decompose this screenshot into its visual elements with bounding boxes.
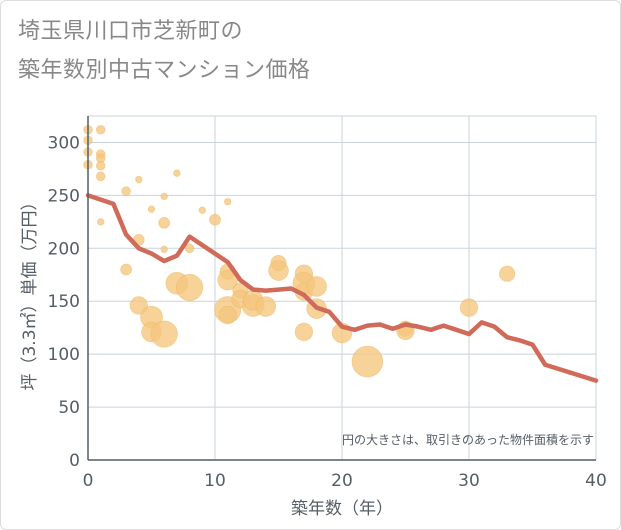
bubble-point [209,213,221,226]
y-tick-label: 250 [48,186,80,206]
tick-labels: 0 50 100 150 200 250 300 0 10 20 30 40 [48,133,607,491]
x-axis-label: 築年数（年） [291,499,393,519]
bubble-point [255,296,277,317]
bubble-point [294,322,314,342]
bubble-point [351,345,384,378]
bubble-point [459,298,479,317]
chart-title-line1: 埼玉県川口市芝新町の [18,19,244,44]
x-tick-label: 10 [204,471,226,491]
bubble-point [160,245,168,254]
bubble-point [150,320,178,348]
bubble-point [173,169,181,177]
bubble-point [160,192,168,201]
bubble-point [121,186,131,196]
bubble-point [147,205,156,213]
grid-lines [88,115,597,460]
x-tick-label: 40 [585,471,607,491]
y-axis-label: 坪（3.3㎡）単価（万円） [20,193,40,390]
trend-line [85,193,599,383]
bubble-point [217,269,239,291]
x-tick-label: 0 [83,471,94,491]
y-tick-label: 0 [69,451,80,471]
y-tick-label: 150 [48,292,80,312]
axes [87,116,596,461]
trend-line-series [85,193,599,383]
y-tick-label: 100 [48,345,80,365]
bubble-point [184,243,195,254]
bubble-point [306,276,327,297]
bubble-point [120,263,132,276]
bubble-point [176,273,204,302]
bubble-point [95,171,106,182]
y-tick-label: 50 [58,398,80,418]
bubble-point [198,206,206,214]
bubble-point [158,217,171,229]
x-tick-label: 30 [458,471,480,491]
bubble-point [218,305,237,325]
x-tick-label: 20 [331,471,353,491]
bubble-point [95,124,106,135]
chart-title-line2: 築年数別中古マンション価格 [18,58,311,83]
bubble-point [268,260,289,281]
bubble-point [223,198,232,206]
bubble-size-note: 円の大きさは、取引きのあった物件面積を示す [342,432,594,447]
y-tick-label: 300 [48,133,80,153]
bubble-point [95,160,106,171]
bubble-series [83,124,516,378]
bubble-point [498,265,516,282]
bubble-point [96,218,105,226]
y-tick-label: 200 [48,239,80,259]
bubble-point [135,175,143,184]
